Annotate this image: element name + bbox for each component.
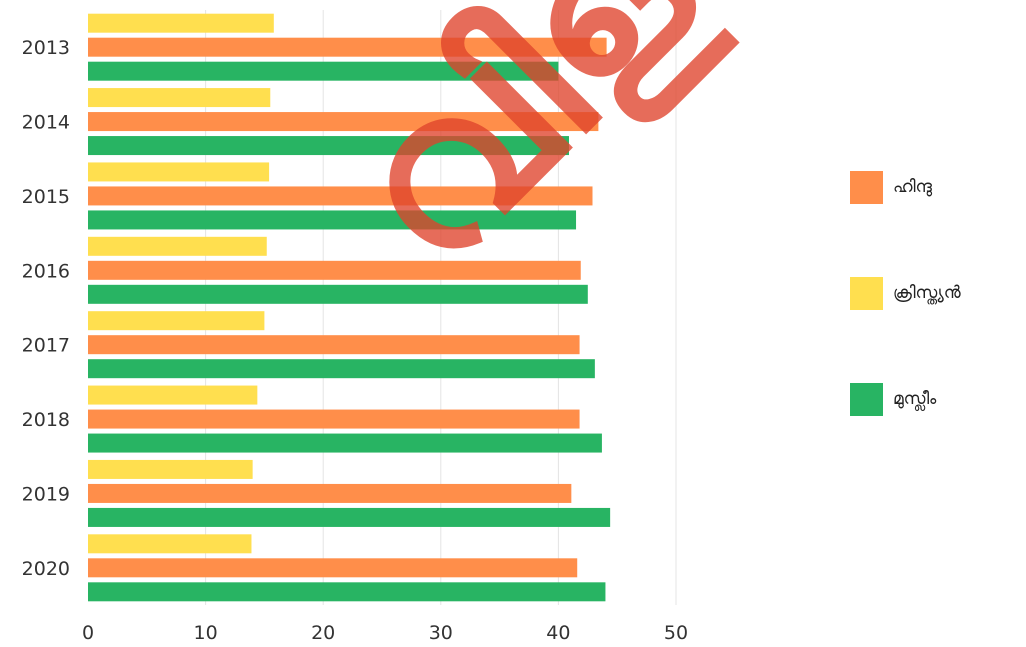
- bar: [88, 88, 271, 108]
- bar: [88, 335, 580, 355]
- legend-item-christian: ക്രിസ്ത്യൻ: [850, 276, 961, 310]
- y-tick-label: 2018: [22, 409, 70, 431]
- bar: [88, 284, 588, 304]
- y-tick-label: 2020: [22, 558, 70, 580]
- bar: [88, 558, 578, 578]
- y-axis-ticks: 2013 2014 2015 2016 2017 2018 2019 2020: [22, 37, 70, 580]
- bar: [88, 433, 602, 453]
- y-tick-label: 2016: [22, 260, 70, 282]
- bar: [88, 136, 569, 156]
- bar: [88, 507, 611, 527]
- bar: [88, 385, 258, 405]
- legend-swatch-muslim: [850, 382, 883, 416]
- x-axis-ticks: 0 10 20 30 40 50: [82, 622, 688, 644]
- bar: [88, 260, 581, 280]
- y-tick-label: 2013: [22, 37, 70, 59]
- legend-swatch-hindu: [850, 170, 883, 204]
- legend-item-hindu: ഹിന്ദു: [850, 170, 961, 204]
- y-tick-label: 2014: [22, 112, 70, 134]
- legend-item-muslim: മുസ്ലീം: [850, 382, 961, 416]
- x-tick-label: 30: [429, 622, 453, 644]
- bar: [88, 311, 265, 331]
- bar: [88, 210, 577, 230]
- bar: [88, 582, 606, 602]
- bar: [88, 186, 593, 206]
- legend-label-muslim: മുസ്ലീം: [893, 389, 937, 409]
- grid-lines: [205, 10, 677, 605]
- bar: [88, 459, 253, 479]
- bar: [88, 409, 580, 429]
- bar: [88, 13, 274, 33]
- bar: [88, 483, 572, 503]
- bars: [88, 13, 611, 602]
- y-tick-label: 2015: [22, 186, 70, 208]
- legend-swatch-christian: [850, 276, 883, 310]
- legend-label-hindu: ഹിന്ദു: [893, 177, 932, 197]
- bar: [88, 359, 595, 379]
- legend: ഹിന്ദു ക്രിസ്ത്യൻ മുസ്ലീം: [850, 170, 961, 488]
- bar: [88, 534, 252, 554]
- legend-label-christian: ക്രിസ്ത്യൻ: [893, 283, 961, 303]
- x-tick-label: 10: [194, 622, 218, 644]
- bar: [88, 61, 559, 81]
- x-tick-label: 20: [311, 622, 335, 644]
- bar: [88, 162, 270, 182]
- bar: [88, 112, 599, 132]
- bar: [88, 37, 607, 57]
- bar: [88, 236, 267, 256]
- x-tick-label: 0: [82, 622, 94, 644]
- x-tick-label: 50: [664, 622, 688, 644]
- x-tick-label: 40: [546, 622, 570, 644]
- y-tick-label: 2019: [22, 483, 70, 505]
- y-tick-label: 2017: [22, 335, 70, 357]
